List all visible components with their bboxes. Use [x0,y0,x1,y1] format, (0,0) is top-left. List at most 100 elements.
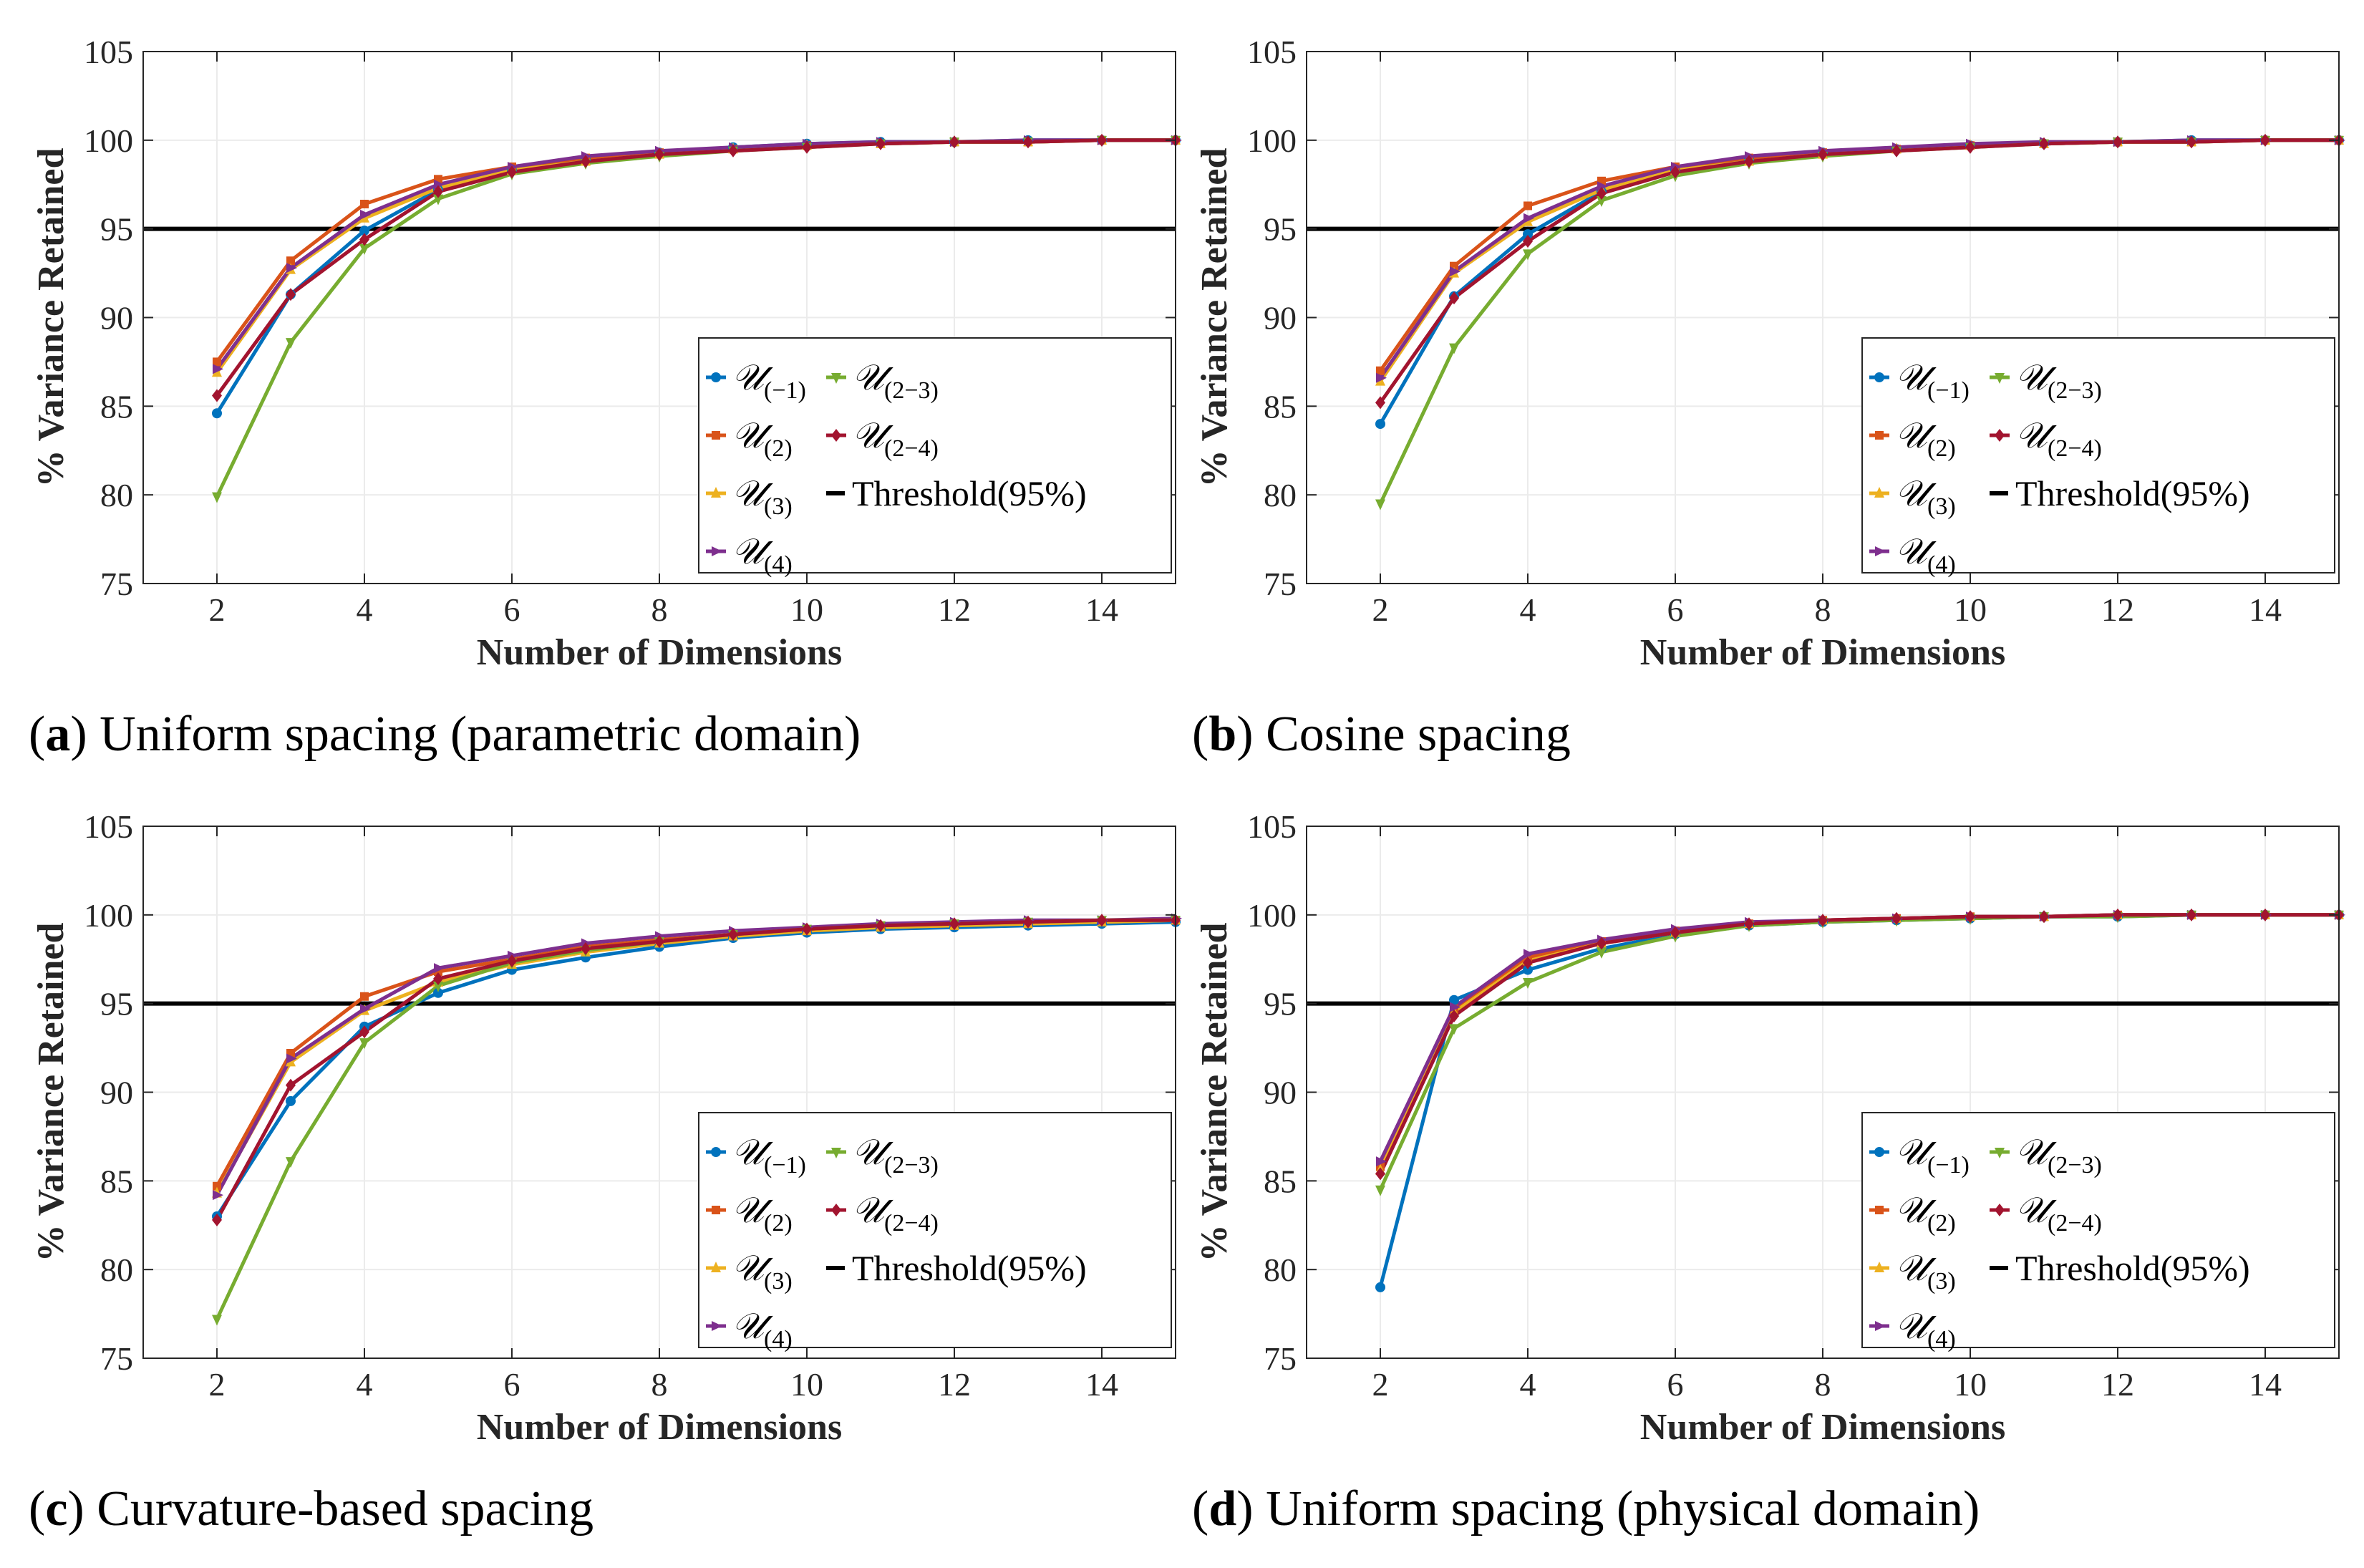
data-point-U(4) [1450,266,1460,277]
legend-label-sub: (2−3) [884,1152,939,1179]
data-point-U(2-4) [581,942,591,955]
data-point-U(-1) [1375,1282,1385,1292]
data-point-U(-1) [1523,229,1533,240]
x-tick-label: 4 [357,1366,373,1403]
data-point-U(2-3) [286,338,296,349]
data-point-U(2-3) [1375,1185,1385,1196]
y-tick-label: 100 [84,122,133,159]
data-point-U(2-3) [1449,1024,1459,1035]
legend-marker-U(2-4) [831,1204,841,1216]
data-point-U(2) [1376,366,1385,375]
x-tick-label: 10 [790,1366,823,1403]
y-tick-label: 90 [100,300,133,337]
caption-text: Uniform spacing (physical domain) [1254,1481,1980,1536]
data-point-U(2-3) [359,1038,369,1050]
data-point-U(2-4) [507,165,517,179]
caption-paren: ) [67,1481,84,1536]
data-point-U(-1) [1523,964,1533,975]
data-point-U(2-3) [359,243,369,255]
data-point-U(2-4) [728,928,738,942]
legend-label-sub: (−1) [764,1152,806,1179]
data-point-U(2-3) [212,492,222,503]
x-tick-label: 4 [357,591,373,628]
caption-letter: d [1208,1481,1236,1536]
caption-letter: a [45,707,70,762]
data-point-U(2-4) [359,233,369,246]
y-tick-label: 100 [1247,122,1297,159]
data-point-U(2-3) [212,1315,222,1326]
legend-label-sub: (2−4) [2048,1210,2102,1237]
legend-label-U(3): 𝒰(3) [1895,473,1956,520]
data-point-U(2) [213,357,221,367]
data-point-U(4) [1523,949,1534,959]
data-point-U(2-4) [2186,135,2196,149]
legend-label-sub: (3) [764,493,793,520]
data-point-U(2-4) [1523,956,1533,969]
x-tick-label: 6 [1667,591,1684,628]
legend-marker-U(2-4) [1995,429,2005,442]
chart-panel-a: 2 4 6 8 10 12 14 75 80 85 90 95 100 105 Number of Dime… [29,34,1182,762]
legend-label-sub: (4) [764,551,793,578]
data-point-U(-1) [286,1095,296,1106]
x-tick-label: 12 [2101,591,2134,628]
legend-box [1861,337,2335,574]
legend-marker-U(-1) [1874,372,1884,382]
x-tick-label: 6 [1667,1366,1684,1403]
data-point-U(2-4) [1097,133,1107,147]
y-tick-label: 80 [1264,1252,1297,1288]
data-point-U(2-4) [286,1078,296,1092]
data-point-U(2-3) [1449,343,1459,354]
data-point-U(2-4) [286,288,296,301]
y-tick-label: 105 [84,808,133,845]
legend-label-sub: (2) [1927,435,1956,462]
legend-marker-U(4) [1875,1321,1886,1331]
x-tick-label: 14 [1085,1366,1118,1403]
legend-entry-U(-1): 𝒰(−1) [706,357,806,404]
legend-entry-U(2-4): 𝒰(2−4) [826,415,939,462]
caption-text: Uniform spacing (parametric domain) [87,707,861,762]
x-tick-label: 2 [1372,591,1389,628]
legend-marker-U(2-4) [831,429,841,442]
series-line-U(2-4) [1378,913,2339,1175]
panel-caption: (a) Uniform spacing (parametric domain) [29,707,861,762]
y-tick-label: 90 [100,1075,133,1111]
y-tick-label: 90 [1264,1075,1297,1111]
y-tick-label: 80 [1264,477,1297,513]
data-point-U(4) [213,1190,223,1201]
legend-label-sub: (2) [1927,1210,1956,1237]
data-point-U(2-3) [1523,977,1533,989]
legend-label-sub: (−1) [764,377,806,404]
y-tick-label: 85 [1264,1163,1297,1199]
legend-marker-U(3) [711,1262,721,1272]
data-point-U(2-4) [1449,291,1459,305]
data-point-U(2-4) [2039,910,2049,924]
legend-marker-U(-1) [711,372,721,382]
legend-label-U(2-3): 𝒰(2−3) [852,357,939,404]
x-tick-label: 10 [1954,1366,1987,1403]
panel-caption: (c) Curvature-based spacing [29,1481,594,1536]
data-point-U(2-4) [654,934,664,948]
x-tick-label: 14 [1085,591,1118,628]
data-point-U(2-4) [654,147,664,161]
chart-panel-b: 2 4 6 8 10 12 14 75 80 85 90 95 100 105 Number of Dime… [1192,34,2345,762]
legend-marker-U(2-4) [1995,1204,2005,1216]
legend-label-sub: (2−4) [884,435,939,462]
legend-entry-U(2-3): 𝒰(2−3) [826,357,939,404]
data-point-U(2-3) [286,1157,296,1168]
x-axis-label: Number of Dimensions [1640,1407,2005,1448]
data-point-U(-1) [1449,994,1459,1005]
y-tick-label: 95 [1264,986,1297,1022]
data-point-U(2-4) [1523,235,1533,248]
legend-entry-U(2): 𝒰(2) [1869,1190,1956,1237]
data-point-U(4) [1597,181,1608,192]
legend-entry-U(3): 𝒰(3) [706,473,793,520]
x-tick-label: 2 [209,591,226,628]
legend-label-sub: (2−4) [2048,435,2102,462]
caption-paren: ) [1236,707,1253,762]
data-point-U(-1) [359,226,369,236]
legend-entry-U(2-3): 𝒰(2−3) [1990,1132,2102,1179]
data-point-U(2-3) [1375,499,1385,510]
data-point-U(-1) [1375,419,1385,430]
legend-label-threshold: Threshold(95%) [852,473,1087,513]
legend-marker-U(2-3) [831,1148,841,1158]
